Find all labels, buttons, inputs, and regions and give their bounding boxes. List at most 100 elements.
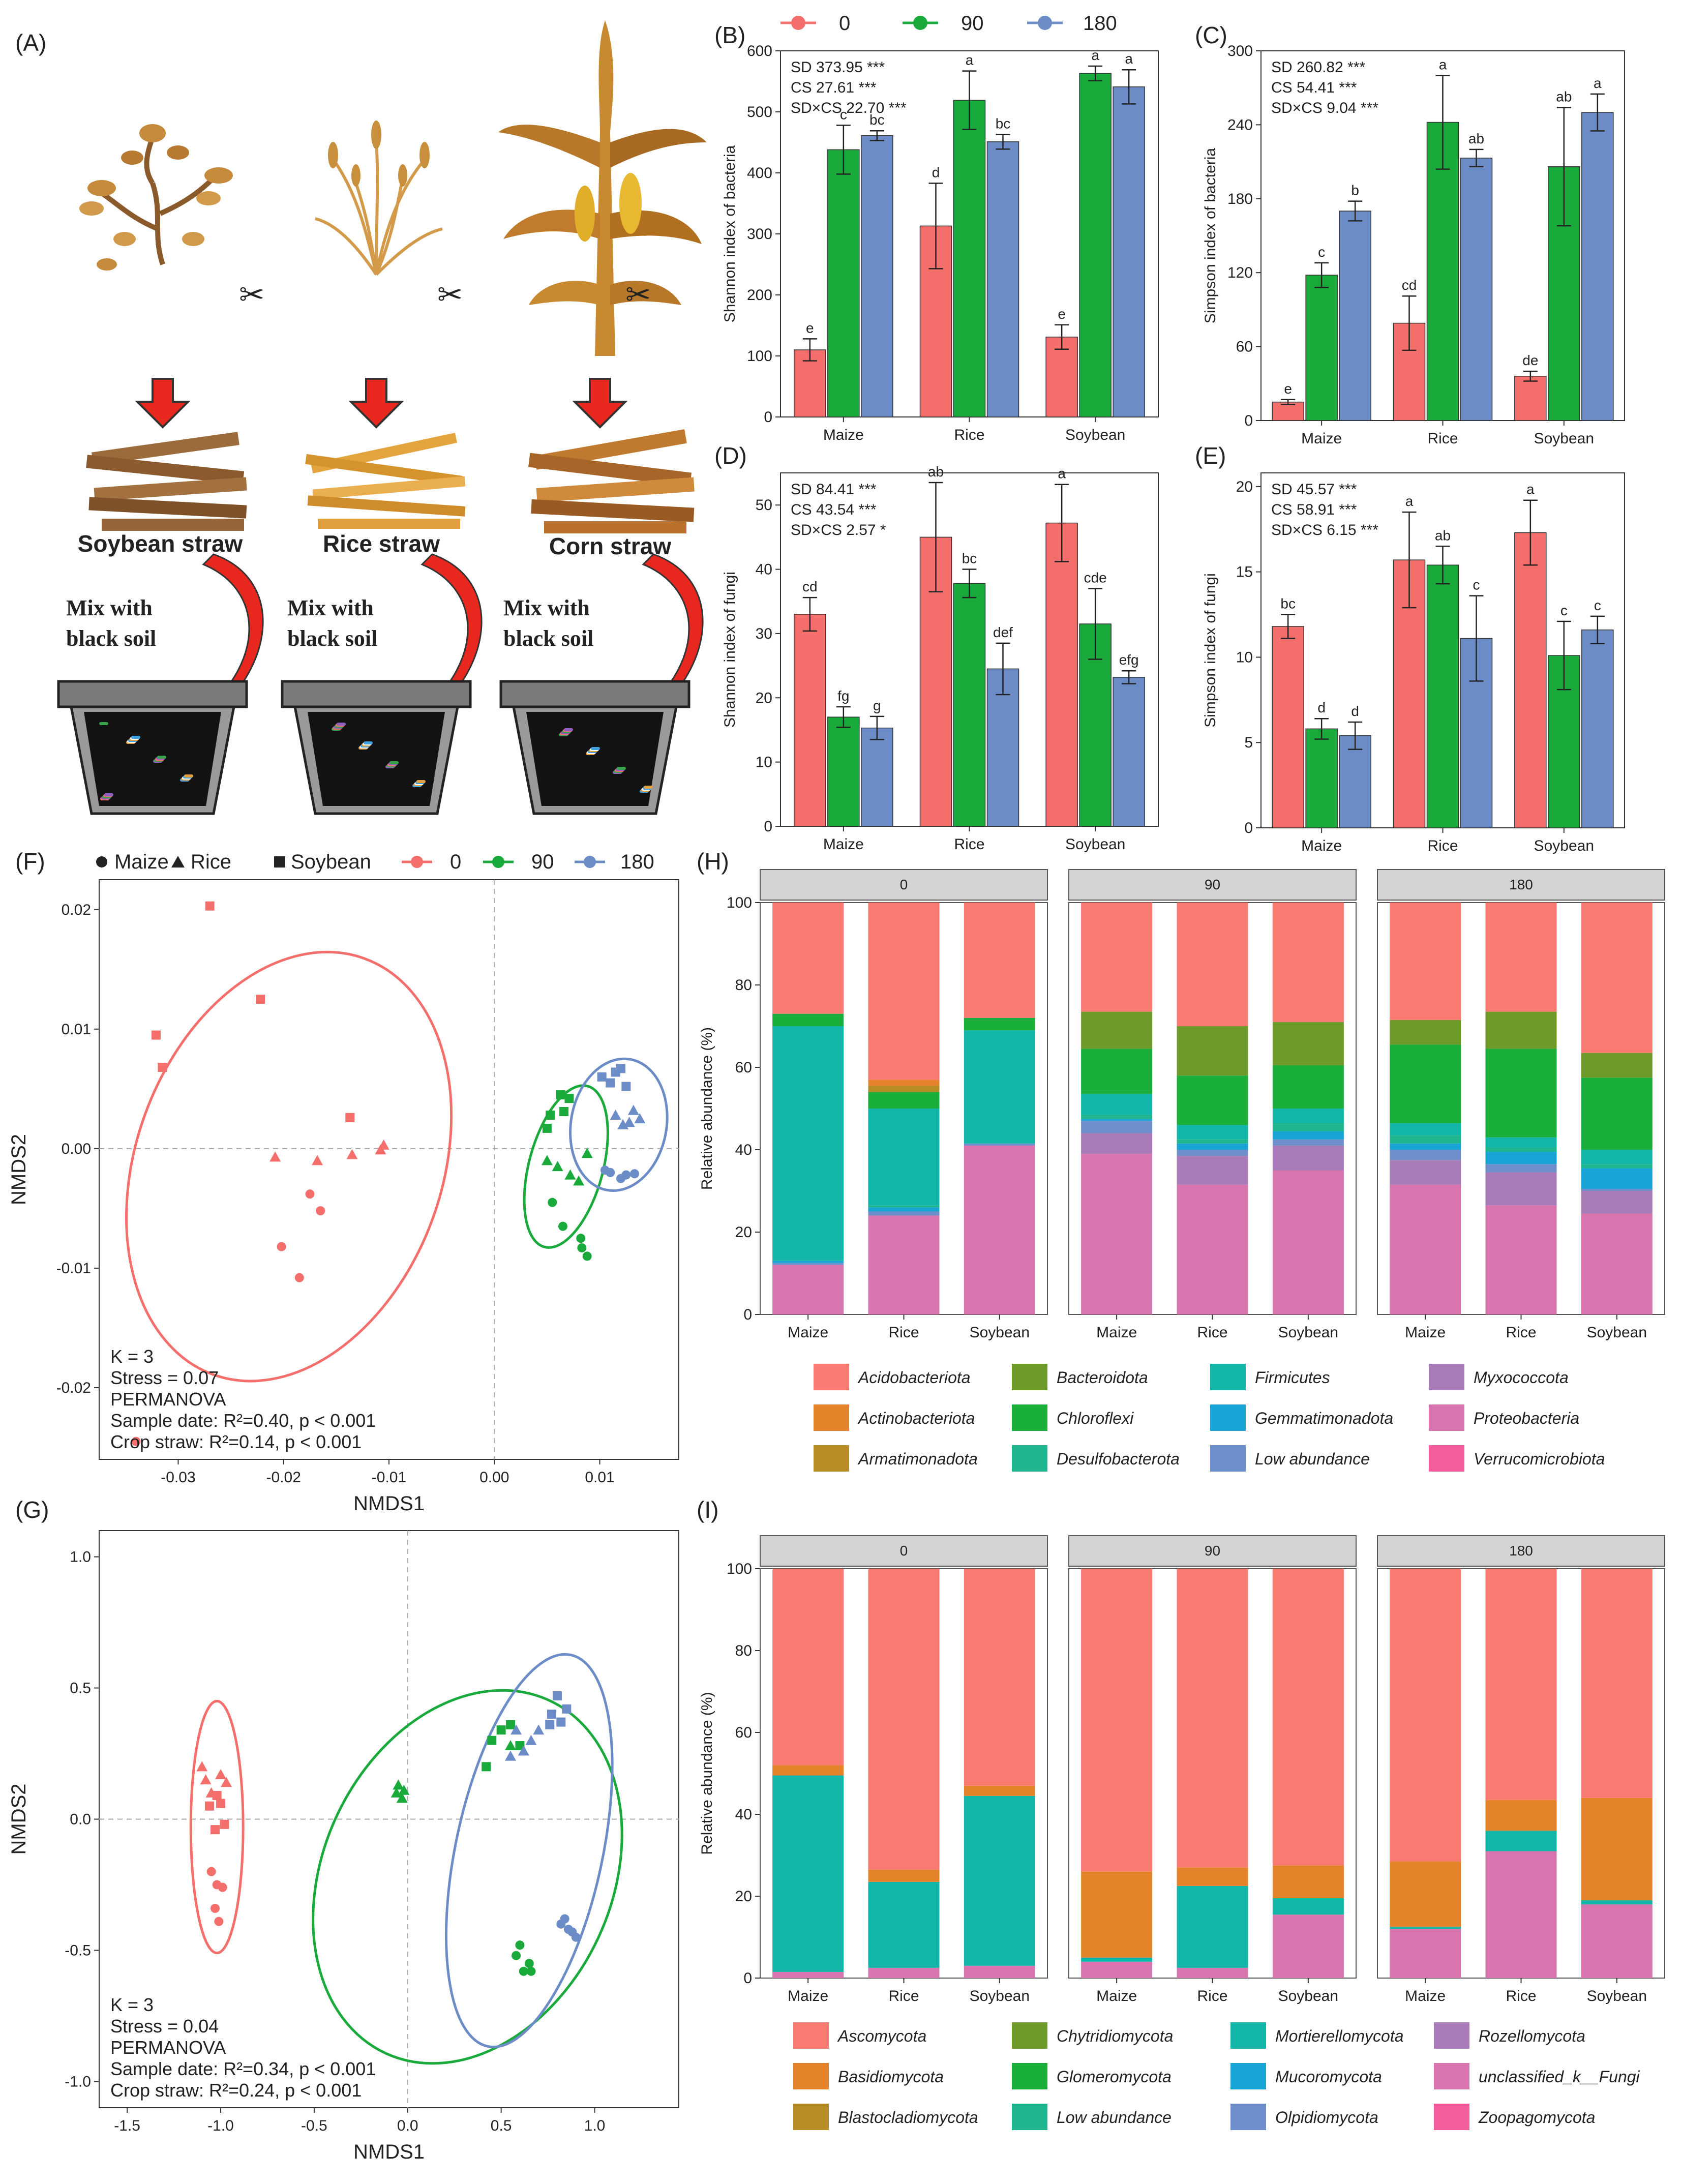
bar: [861, 727, 893, 827]
bar: [1339, 211, 1371, 421]
legend-swatch: [814, 1364, 849, 1390]
stack-segment: [1177, 1156, 1248, 1185]
stack-segment: [1485, 1147, 1557, 1152]
legend-label: Gemmatimonadota: [1255, 1409, 1393, 1427]
point-triangle: [398, 1784, 410, 1795]
x-tick-label: Maize: [788, 1988, 828, 2005]
stack-segment: [868, 1207, 940, 1212]
y-axis-label: Relative abundance (%): [699, 1692, 715, 1854]
legend-swatch: [1012, 1445, 1047, 1472]
stack-segment: [1272, 1065, 1344, 1109]
legend-label: Low abundance: [1255, 1450, 1370, 1468]
point-triangle: [525, 1734, 537, 1745]
x-tick-label: Soybean: [970, 1988, 1030, 2005]
point-square: [482, 1762, 491, 1772]
x-tick-label: 0.01: [585, 1469, 614, 1486]
bar: [827, 716, 860, 827]
x-tick-label: Maize: [788, 1324, 828, 1341]
point-triangle: [505, 1750, 517, 1761]
y-tick-label: 40: [735, 1806, 752, 1823]
y-tick-label: 600: [747, 43, 772, 59]
annotation: Crop straw: R²=0.14, p < 0.001: [110, 1431, 362, 1452]
mix-label-1: Mix with: [66, 595, 153, 620]
legend-swatch: [1210, 1364, 1246, 1390]
point-circle: [211, 1903, 220, 1913]
point-square: [546, 1111, 555, 1120]
mix-label-2b: black soil: [287, 626, 377, 651]
facet-label: 180: [1509, 877, 1533, 892]
stack-segment: [1581, 1798, 1653, 1901]
legend-label-180: 180: [1083, 12, 1117, 35]
pot-1: [57, 680, 248, 815]
stack-segment: [1581, 1900, 1653, 1905]
stack-segment: [1272, 1865, 1344, 1899]
x-tick-label: 0.5: [491, 2117, 512, 2134]
x-tick-label: -0.02: [266, 1469, 301, 1486]
stack-segment: [1081, 1957, 1153, 1962]
legend-swatch: [1210, 1404, 1246, 1431]
stack-segment: [1177, 1150, 1248, 1156]
point-triangle: [346, 1149, 358, 1159]
soil-bit: [337, 723, 346, 726]
bar: [986, 141, 1019, 417]
stack-segment: [1581, 1164, 1653, 1169]
point-circle: [294, 1273, 304, 1282]
point-circle: [206, 1867, 216, 1876]
legend-label: Olpidiomycota: [1275, 2108, 1378, 2127]
significance-letter: c: [1318, 244, 1325, 260]
stack-segment: [868, 1869, 940, 1882]
bar: [1079, 73, 1112, 417]
significance-letter: g: [873, 698, 881, 713]
soybean-straw-pile: [86, 432, 247, 531]
point-square: [545, 1720, 555, 1729]
bar-chart-d: 0 10 20 30 40 50 Shannon index of fungi SD 84.4…: [722, 464, 1159, 853]
point-triangle: [215, 1769, 227, 1779]
point-circle: [519, 1966, 528, 1976]
stats-label: CS 43.54 ***: [791, 501, 877, 518]
point-square: [158, 1063, 167, 1072]
legend-label: Zoopagomycota: [1478, 2108, 1595, 2127]
stack-segment: [1272, 1569, 1344, 1866]
stack-segment: [1390, 1569, 1461, 1862]
rice-plant-icon: [315, 121, 443, 276]
x-tick-label: Soybean: [1534, 837, 1594, 854]
point-circle: [512, 1951, 521, 1960]
point-square: [345, 1113, 355, 1122]
significance-letter: c: [1473, 577, 1480, 593]
point-triangle: [573, 1175, 585, 1186]
panel-a-illustration: (A) ✂ Soybean straw: [15, 20, 707, 815]
significance-letter: c: [1560, 603, 1568, 618]
significance-letter: b: [1351, 183, 1359, 198]
stack-segment: [868, 903, 940, 1080]
mix-label-2: Mix with: [287, 595, 374, 620]
point-square: [487, 1736, 497, 1745]
y-tick-label: 0.01: [62, 1021, 91, 1038]
bar: [1460, 158, 1493, 421]
significance-letter: bc: [962, 551, 977, 566]
y-axis-label: Simpson index of bacteria: [1202, 148, 1219, 324]
point-circle: [582, 1251, 592, 1261]
point-triangle: [533, 1724, 545, 1735]
stack-segment: [868, 1211, 940, 1216]
y-tick-label: 40: [756, 561, 772, 578]
x-tick-label: Soybean: [970, 1324, 1030, 1341]
x-tick-label: Rice: [1427, 430, 1458, 447]
facet-strip: [1068, 1535, 1357, 1567]
annotation: Sample date: R²=0.34, p < 0.001: [110, 2058, 376, 2079]
y-tick-label: 5: [1244, 734, 1253, 751]
confidence-ellipse: [445, 1653, 614, 2048]
annotation: K = 3: [110, 1994, 154, 2015]
stack-segment: [868, 1205, 940, 1208]
stack-segment: [1272, 903, 1344, 1022]
point-square: [542, 1123, 552, 1133]
significance-letter: e: [806, 320, 814, 336]
y-tick-label: 120: [1227, 264, 1253, 281]
stack-segment: [1177, 903, 1248, 1026]
legend-swatch: [814, 1445, 849, 1472]
stack-segment: [1272, 1139, 1344, 1146]
stack-segment: [1485, 1205, 1557, 1314]
x-tick-label: 0.0: [397, 2117, 418, 2134]
x-tick-label: Soybean: [1065, 836, 1125, 853]
stats-label: CS 27.61 ***: [791, 79, 877, 96]
